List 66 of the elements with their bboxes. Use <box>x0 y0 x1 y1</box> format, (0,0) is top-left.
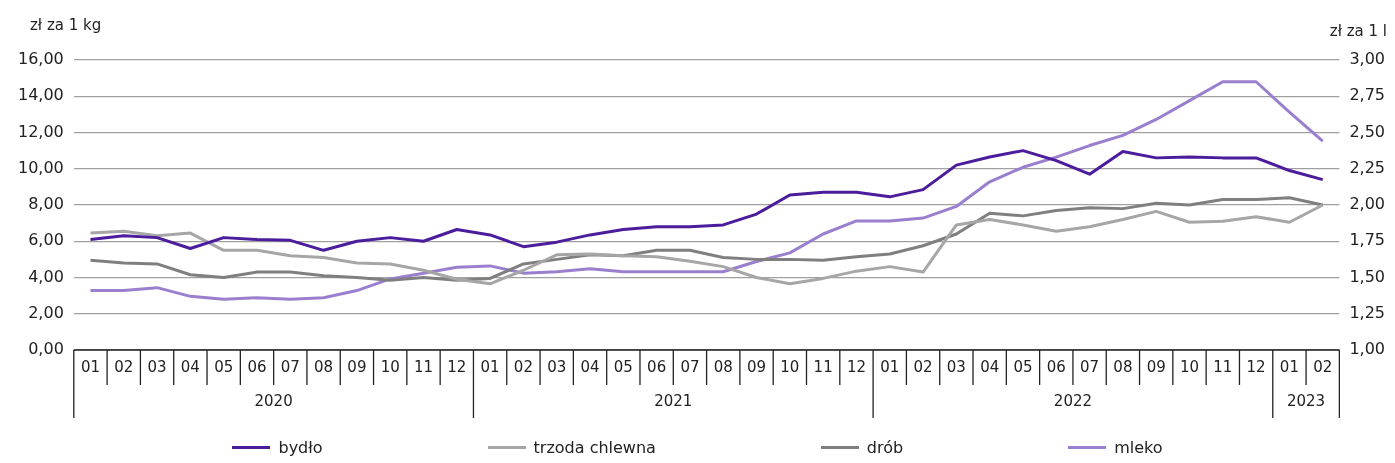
legend-label: drób <box>866 438 904 457</box>
x-tick-label: 07 <box>280 357 300 376</box>
x-tick-label: 01 <box>1279 357 1299 376</box>
y2-tick-label: 2,25 <box>1349 157 1385 177</box>
x-tick-label: 10 <box>1179 357 1200 376</box>
x-tick-label: 08 <box>314 357 334 376</box>
x-tick-label: 05 <box>214 357 234 376</box>
x-tick-label: 09 <box>1146 357 1166 376</box>
y-tick-label: 16,00 <box>17 49 64 69</box>
text: 2022 <box>1053 391 1093 410</box>
y2-tick-label: 1,50 <box>1349 266 1385 286</box>
y2-tick-label: 1,25 <box>1349 302 1385 322</box>
x-tick-label: 01 <box>480 357 500 376</box>
x-tick-label: 10 <box>780 357 800 376</box>
x-tick-label: 11 <box>413 357 434 376</box>
y2-tick-label: 2,00 <box>1349 194 1385 214</box>
y2-tick-label: 2,75 <box>1349 85 1385 105</box>
y2-tick-label: 2,50 <box>1349 121 1385 141</box>
x-tick-label: 04 <box>180 357 200 376</box>
y-tick-label: 12,00 <box>17 121 64 141</box>
x-tick-label: 07 <box>680 357 700 376</box>
x-tick-label: 11 <box>1213 357 1233 376</box>
text: 2020 <box>254 391 293 410</box>
y2-tick-label: 1,75 <box>1349 230 1385 250</box>
text: 2023 <box>1286 391 1326 410</box>
x-tick-label: 01 <box>880 357 900 376</box>
y2-tick-label: 3,00 <box>1349 49 1385 69</box>
x-tick-label: 08 <box>713 357 733 376</box>
x-tick-label: 06 <box>247 357 267 376</box>
y-axis-title: zł za 1 kg <box>30 16 102 34</box>
x-tick-label: 02 <box>913 357 933 376</box>
x-tick-label: 03 <box>547 357 567 376</box>
x-tick-label: 10 <box>380 357 400 376</box>
x-tick-label: 03 <box>946 357 966 376</box>
x-tick-label: 07 <box>1080 357 1100 376</box>
x-tick-label: 01 <box>80 357 100 376</box>
y-tick-label: 6,00 <box>28 230 64 250</box>
x-tick-label: 11 <box>813 357 833 376</box>
x-tick-label: 12 <box>846 357 867 376</box>
x-tick-label: 04 <box>980 357 1000 376</box>
x-tick-label: 06 <box>1046 357 1066 376</box>
x-tick-label: 09 <box>347 357 367 376</box>
x-tick-label: 02 <box>1313 357 1333 376</box>
y-tick-label: 14,00 <box>17 85 64 105</box>
x-tick-label: 09 <box>747 357 767 376</box>
x-tick-label: 05 <box>613 357 633 376</box>
legend-label: mleko <box>1114 438 1163 457</box>
x-tick-label: 05 <box>1013 357 1033 376</box>
x-tick-label: 04 <box>580 357 600 376</box>
y-tick-label: 4,00 <box>28 266 64 286</box>
y-tick-label: 2,00 <box>28 302 64 322</box>
x-tick-label: 02 <box>114 357 134 376</box>
x-tick-label: 03 <box>147 357 167 376</box>
x-tick-label: 12 <box>447 357 467 376</box>
x-tick-label: 08 <box>1113 357 1133 376</box>
x-tick-label: 12 <box>1246 357 1266 376</box>
legend-label: trzoda chlewna <box>533 438 656 457</box>
x-tick-label: 06 <box>647 357 667 376</box>
y-tick-label: 0,00 <box>28 339 64 359</box>
x-tick-label: 02 <box>513 357 533 376</box>
y-tick-label: 8,00 <box>28 194 64 214</box>
text: 2021 <box>654 391 693 410</box>
legend-label: bydło <box>278 438 323 457</box>
y-tick-label: 10,00 <box>17 157 64 177</box>
y2-axis-title: zł za 1 l <box>1329 22 1387 40</box>
y2-tick-label: 1,00 <box>1349 339 1385 359</box>
